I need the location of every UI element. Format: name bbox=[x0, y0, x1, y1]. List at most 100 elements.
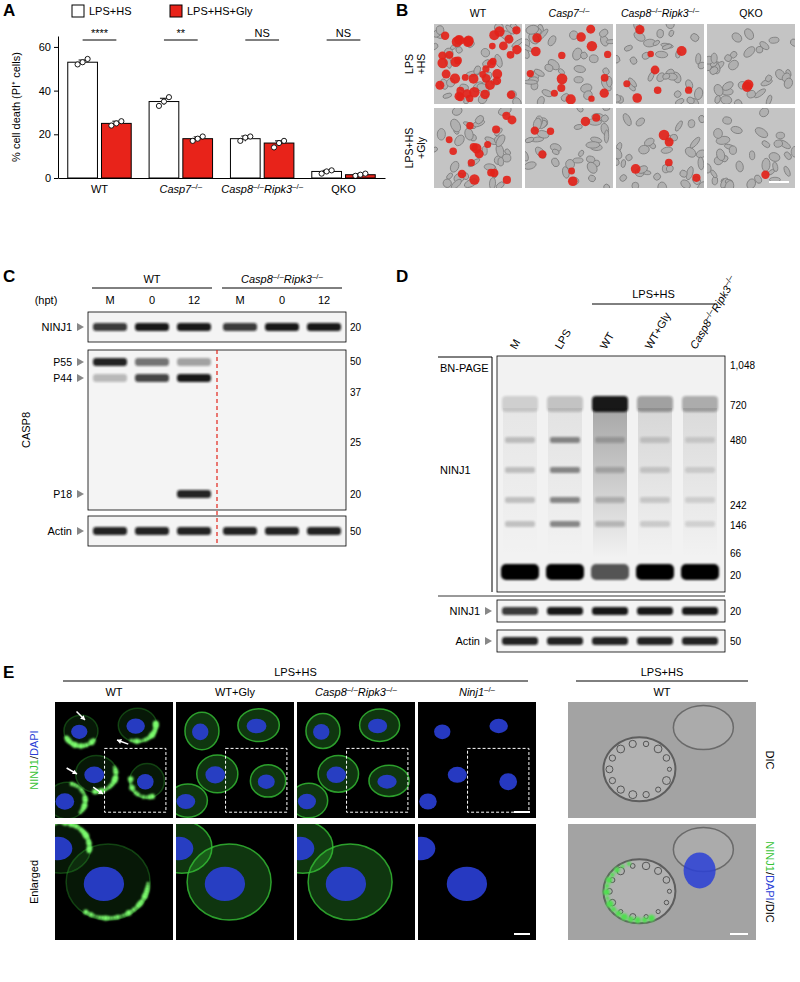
pi-positive-cell bbox=[551, 90, 558, 97]
scale-bar bbox=[514, 933, 530, 935]
ninj1-punctum bbox=[627, 862, 631, 866]
nucleus bbox=[205, 867, 245, 901]
column-label: WT+Gly bbox=[215, 686, 256, 698]
cell bbox=[498, 157, 504, 166]
nucleus bbox=[326, 867, 366, 901]
band bbox=[682, 607, 718, 615]
cell bbox=[652, 39, 660, 46]
cell-body bbox=[130, 764, 165, 799]
micrograph bbox=[568, 824, 756, 940]
band bbox=[547, 637, 583, 645]
cell bbox=[533, 68, 545, 78]
pi-positive-cell bbox=[659, 130, 670, 141]
ninj1-punctum bbox=[611, 907, 616, 912]
pi-positive-cell bbox=[462, 74, 469, 81]
micrograph bbox=[707, 24, 795, 104]
pi-positive-cell bbox=[446, 51, 454, 59]
bracket bbox=[438, 357, 492, 358]
mw-marker: 50 bbox=[350, 356, 362, 367]
dic-cell bbox=[603, 737, 675, 801]
image-background bbox=[568, 824, 756, 940]
arrow bbox=[67, 768, 77, 774]
cell-body bbox=[55, 782, 86, 818]
membrane-bleb bbox=[642, 862, 650, 870]
image-background bbox=[297, 702, 415, 818]
pi-positive-cell bbox=[442, 70, 451, 79]
pi-positive-cell bbox=[581, 117, 590, 126]
band bbox=[307, 527, 341, 535]
micrograph bbox=[616, 108, 704, 188]
ninj1-punctum bbox=[143, 738, 147, 742]
mw-marker: 1,048 bbox=[730, 360, 755, 371]
cell bbox=[525, 160, 537, 170]
cell bbox=[467, 157, 480, 168]
x-tick-label: Casp7–/– bbox=[159, 182, 202, 195]
image-background bbox=[568, 702, 756, 818]
pi-positive-cell bbox=[468, 159, 475, 166]
pi-positive-cell bbox=[685, 86, 692, 93]
image-background bbox=[176, 702, 294, 818]
ninj1-punctum bbox=[642, 917, 648, 923]
pi-positive-cell bbox=[588, 95, 594, 101]
panel-label: A bbox=[3, 1, 15, 20]
ninj1-punctum bbox=[621, 864, 625, 868]
pi-positive-cell bbox=[455, 35, 464, 44]
cell bbox=[783, 165, 792, 177]
x-axis: WTCasp7–/–Casp8–/–Ripk3–/–QKO bbox=[59, 178, 386, 195]
cell bbox=[749, 151, 755, 160]
monomer-band bbox=[636, 564, 674, 580]
cell bbox=[635, 116, 647, 127]
panel-label: B bbox=[396, 1, 408, 20]
lane-label: 12 bbox=[318, 294, 330, 306]
cell bbox=[754, 126, 770, 140]
panel-a: 0204060WTCasp7–/–Casp8–/–Ripk3–/–QKO% ce… bbox=[10, 5, 386, 195]
y-axis-line bbox=[58, 37, 59, 179]
group-label: WT bbox=[143, 273, 160, 285]
oligomer-smear bbox=[683, 408, 717, 558]
pi-positive-cells bbox=[527, 25, 612, 104]
cell bbox=[494, 133, 507, 148]
arrow bbox=[93, 787, 103, 794]
cell bbox=[606, 39, 613, 43]
image-background bbox=[616, 24, 704, 104]
cell bbox=[632, 182, 639, 188]
lane-label: M bbox=[105, 294, 114, 306]
pi-positive-cell bbox=[651, 66, 660, 75]
cell bbox=[772, 162, 778, 172]
micrograph bbox=[525, 108, 613, 188]
bar bbox=[264, 143, 294, 178]
cell bbox=[546, 34, 557, 47]
mw-marker: 50 bbox=[730, 636, 742, 647]
band bbox=[177, 323, 211, 331]
ninj1-punctum bbox=[132, 739, 136, 743]
membrane-bleb bbox=[663, 755, 670, 762]
column-label: Casp8–/–Ripk3–/– bbox=[315, 685, 398, 698]
band-pointer bbox=[77, 374, 84, 382]
cell bbox=[711, 53, 717, 63]
blot: Actin50 bbox=[48, 516, 362, 546]
cell bbox=[586, 141, 600, 148]
ladder-band bbox=[685, 497, 715, 503]
ladder-band bbox=[550, 521, 580, 527]
pi-positive-cell bbox=[632, 93, 642, 103]
data-point bbox=[243, 135, 248, 140]
data-point bbox=[190, 138, 195, 143]
ninj1-punctum bbox=[124, 912, 127, 915]
cell bbox=[656, 29, 664, 38]
pi-positive-cell bbox=[487, 59, 496, 68]
ninj1-punctum bbox=[83, 833, 89, 839]
nucleus bbox=[176, 794, 195, 809]
membrane-bleb bbox=[643, 741, 648, 746]
significance: NS bbox=[255, 27, 270, 39]
figure-container: ABCDE0204060WTCasp7–/–Casp8–/–Ripk3–/–QK… bbox=[0, 0, 800, 982]
micrograph bbox=[55, 702, 173, 818]
cell bbox=[544, 63, 554, 72]
series bbox=[102, 119, 376, 178]
ladder-band bbox=[685, 437, 715, 443]
cell bbox=[652, 172, 662, 182]
membrane-bleb bbox=[643, 791, 649, 797]
data-point bbox=[156, 103, 161, 108]
cell bbox=[574, 65, 587, 74]
zoom-box bbox=[226, 748, 287, 812]
pi-positive-cell bbox=[480, 90, 489, 99]
